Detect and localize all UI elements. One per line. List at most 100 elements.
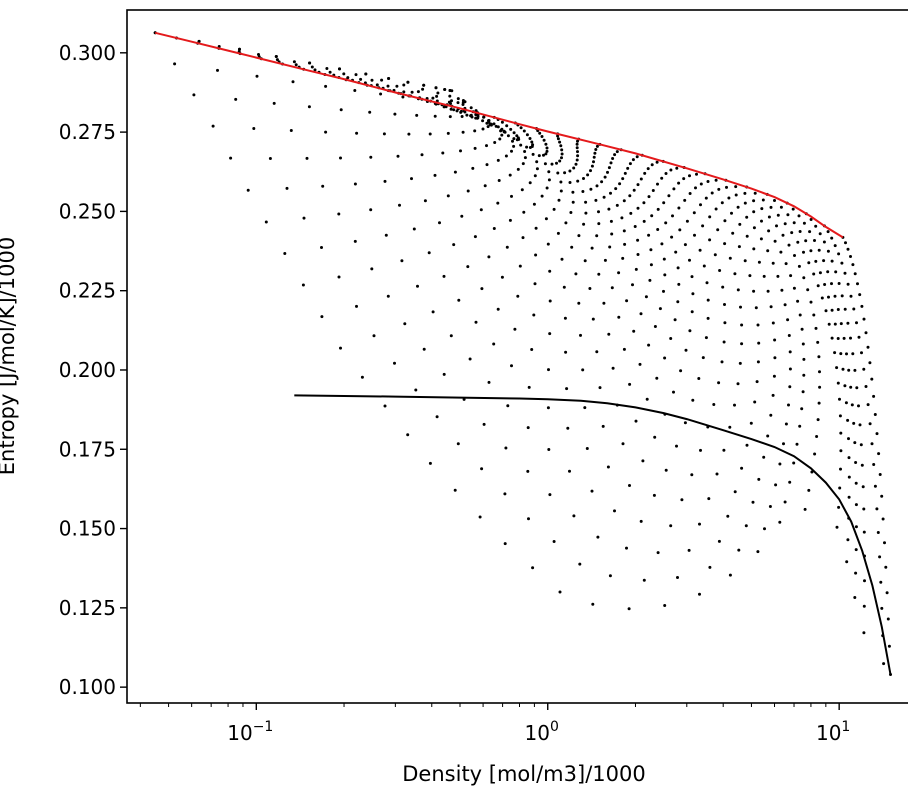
isotherm-dot — [699, 203, 702, 207]
isotherm-dot — [706, 180, 710, 183]
isotherm-dot — [862, 530, 866, 534]
isotherm-dot — [294, 63, 298, 67]
isotherm-dot — [592, 155, 596, 159]
isotherm-dot — [660, 176, 664, 180]
isotherm-dot — [734, 185, 738, 189]
isotherm-dot — [844, 401, 848, 405]
isotherm-dot — [698, 522, 701, 526]
isotherm-dot — [576, 154, 580, 158]
isotherm-dot — [769, 205, 773, 209]
isotherm-dot — [452, 108, 456, 112]
isotherm-dot — [740, 323, 744, 327]
isotherm-dot — [479, 208, 483, 212]
isotherm-dot — [631, 283, 634, 287]
isotherm-dot — [483, 184, 487, 188]
isotherm-dot — [406, 433, 410, 437]
isotherm-dot — [460, 214, 464, 218]
isotherm-dot — [784, 262, 788, 266]
isotherm-dot — [465, 113, 469, 117]
y-tick-label: 0.200 — [59, 358, 116, 382]
isotherm-dot — [289, 129, 293, 132]
isotherm-dot — [701, 356, 705, 360]
isotherm-dot — [595, 350, 599, 354]
isotherm-dot — [320, 246, 323, 249]
isotherm-dot — [503, 492, 507, 496]
isotherm-dot — [767, 215, 771, 219]
isotherm-dot — [779, 250, 783, 254]
isotherm-dot — [792, 286, 796, 290]
isotherm-dot — [515, 134, 519, 138]
isotherm-dot — [535, 167, 539, 171]
isotherm-dot — [534, 253, 538, 257]
isotherm-dot — [379, 92, 383, 96]
isotherm-dot — [809, 218, 813, 221]
isotherm-dot — [760, 207, 764, 211]
isotherm-dot — [830, 336, 834, 340]
isotherm-dot — [505, 245, 509, 249]
isotherm-dot — [453, 488, 457, 492]
isotherm-dot — [814, 259, 818, 263]
isotherm-dot — [523, 150, 527, 153]
isotherm-dot — [621, 442, 625, 446]
isotherm-dot — [594, 148, 598, 151]
isotherm-dot — [791, 207, 795, 211]
isotherm-dot — [695, 172, 698, 176]
isotherm-dot — [843, 307, 847, 311]
isotherm-dot — [537, 154, 541, 158]
isotherm-dot — [560, 156, 563, 160]
isotherm-dot — [369, 208, 373, 212]
isotherm-dot — [677, 282, 681, 286]
isotherm-dot — [834, 270, 838, 274]
isotherm-dot — [473, 129, 477, 133]
isotherm-dot — [552, 540, 556, 543]
isotherm-dot — [855, 321, 858, 325]
isotherm-dot — [428, 132, 432, 136]
isotherm-dot — [781, 233, 785, 237]
isotherm-dot — [575, 146, 579, 150]
isotherm-dot — [522, 210, 526, 214]
isotherm-dot — [796, 299, 800, 303]
isotherm-dot — [887, 644, 891, 648]
isotherm-dot — [487, 380, 491, 384]
isotherm-dot — [446, 194, 450, 198]
isotherm-dot — [590, 164, 594, 168]
isotherm-dot — [775, 224, 778, 228]
isotherm-dot — [449, 102, 452, 105]
isotherm-dot — [516, 167, 520, 171]
isotherm-dot — [717, 539, 721, 543]
y-axis-label: Entropy [J/mol/K]/1000 — [0, 237, 19, 475]
isotherm-dot — [628, 382, 632, 386]
isotherm-dot — [586, 173, 590, 177]
isotherm-dot — [864, 331, 868, 335]
isotherm-dot — [818, 385, 822, 389]
isotherm-dot — [778, 520, 782, 524]
isotherm-dot — [849, 336, 852, 340]
isotherm-dot — [854, 461, 858, 464]
isotherm-dot — [756, 550, 760, 554]
isotherm-dot — [789, 274, 793, 278]
isotherm-dot — [339, 156, 342, 160]
isotherm-dot — [577, 301, 581, 305]
isotherm-dot — [844, 241, 847, 245]
isotherm-dot — [802, 373, 806, 377]
isotherm-dot — [337, 212, 341, 216]
isotherm-dot — [809, 249, 813, 253]
isotherm-dot — [816, 284, 820, 288]
isotherm-dot — [699, 448, 702, 452]
isotherm-dot — [579, 333, 582, 337]
isotherm-dot — [560, 148, 564, 152]
isotherm-dot — [412, 227, 416, 231]
isotherm-dot — [840, 294, 844, 298]
isotherm-dot — [849, 255, 852, 258]
isotherm-dot — [766, 289, 770, 293]
isotherm-dot — [827, 295, 830, 299]
isotherm-dot — [783, 303, 787, 307]
isotherm-dot — [846, 321, 850, 325]
isotherm-dot — [647, 233, 651, 237]
isotherm-dot — [639, 519, 643, 523]
isotherm-dot — [671, 214, 674, 218]
isotherm-dot — [487, 255, 491, 259]
isotherm-dot — [625, 299, 629, 303]
isotherm-dot — [872, 463, 876, 466]
isotherm-dot — [728, 573, 732, 577]
